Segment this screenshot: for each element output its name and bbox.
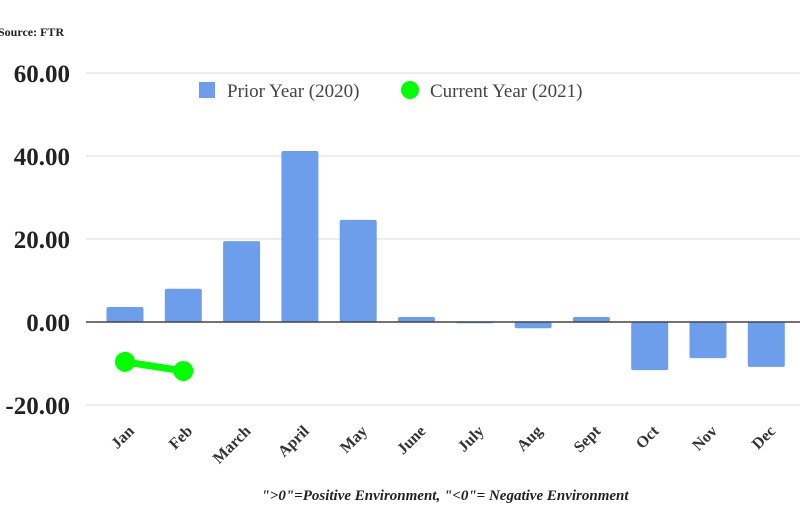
y-tick-label: 60.00 <box>14 61 70 88</box>
bar-nov <box>689 322 727 359</box>
x-tick-label: Nov <box>689 423 721 455</box>
y-tick-label: 0.00 <box>26 310 70 337</box>
bar-jan <box>106 307 144 322</box>
x-tick-label: June <box>394 423 429 458</box>
y-tick-label: 40.00 <box>14 144 70 171</box>
footnote: ">0"=Positive Environment, "<0"= Negativ… <box>261 488 629 504</box>
legend-label-prior-year: Prior Year (2020) <box>227 81 359 102</box>
bar-may <box>339 219 377 322</box>
x-tick-label: Feb <box>166 423 196 453</box>
x-tick-label: Jan <box>108 423 138 453</box>
x-tick-label: Oct <box>633 422 663 452</box>
legend-swatch-current-year <box>401 81 419 99</box>
current-year-point <box>115 351 135 372</box>
legend-label-current-year: Current Year (2021) <box>430 81 583 102</box>
y-tick-label: -20.00 <box>5 393 70 420</box>
bar-march <box>223 241 261 322</box>
current-year-point <box>173 360 194 381</box>
x-tick-label: April <box>275 422 313 460</box>
legend-swatch-prior-year <box>199 82 215 98</box>
bar-feb <box>164 288 202 322</box>
x-tick-label: Aug <box>514 423 546 455</box>
bar-june <box>398 317 435 322</box>
x-tick-label: May <box>337 423 371 457</box>
source-label: Source: FTR <box>0 25 65 39</box>
x-tick-label: July <box>455 423 488 456</box>
y-tick-label: 20.00 <box>14 227 70 254</box>
bar-sept <box>572 317 610 322</box>
x-tick-label: Dec <box>749 423 779 453</box>
x-tick-label: Sept <box>571 422 605 456</box>
x-tick-label: March <box>210 423 255 468</box>
bar-aug <box>514 322 552 329</box>
bar-dec <box>747 322 785 367</box>
bar-april <box>281 151 319 322</box>
bar-oct <box>631 322 669 371</box>
